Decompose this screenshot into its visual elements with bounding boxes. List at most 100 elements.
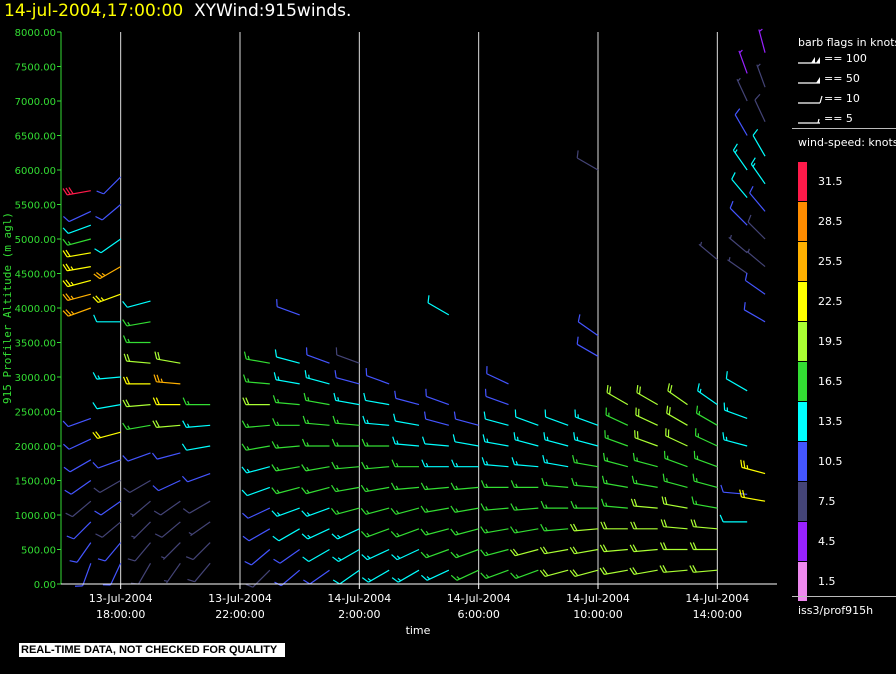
wind-barb	[390, 482, 420, 491]
wind-barb	[154, 351, 181, 364]
grid-layer	[120, 32, 718, 584]
wind-barb	[659, 565, 688, 573]
wind-barb	[692, 473, 718, 488]
wind-barb	[480, 526, 509, 534]
colorbar-swatch	[798, 202, 807, 241]
y-tick-label: 6500.00	[15, 132, 56, 143]
x-tick-layer: 13-Jul-2004 18:00:00 13-Jul-2004 22:00:00 14…	[89, 584, 749, 621]
y-tick-label: 4500.00	[15, 270, 56, 281]
wind-barb	[698, 241, 718, 261]
wind-barb	[303, 569, 330, 585]
flag-legend-row: == 10	[798, 92, 860, 105]
wind-barb	[450, 569, 479, 581]
wind-barb	[391, 569, 420, 583]
wind-barb	[92, 459, 121, 469]
wind-barb	[484, 388, 509, 406]
wind-barb	[420, 528, 449, 536]
wind-barb	[393, 413, 420, 426]
wind-barb	[122, 422, 151, 431]
wind-barb	[427, 295, 450, 316]
wind-barb	[361, 548, 390, 561]
wind-barb	[728, 234, 748, 254]
wind-barb	[544, 409, 569, 426]
wind-barb	[631, 475, 658, 488]
wind-barb	[425, 388, 450, 406]
wind-barb	[569, 569, 599, 577]
wind-barb	[450, 482, 479, 491]
wind-barb	[667, 383, 688, 406]
wind-barb	[514, 409, 539, 426]
x-tick-date: 14-Jul-2004	[447, 592, 511, 605]
wind-barb	[93, 314, 121, 323]
wind-barb	[661, 496, 688, 509]
wind-barb	[738, 49, 748, 74]
wind-barb	[663, 450, 688, 468]
wind-barb	[573, 432, 599, 447]
wind-barb	[63, 210, 92, 223]
wind-barb	[599, 567, 628, 575]
colorbar-label: 10.5	[818, 455, 843, 468]
wind-barb	[122, 319, 151, 327]
wind-barb	[95, 204, 122, 221]
wind-barb	[722, 432, 748, 447]
wind-barb	[694, 428, 718, 447]
wind-barb	[577, 314, 599, 337]
wind-barb	[62, 307, 92, 317]
colorbar-swatch	[798, 362, 807, 401]
wind-barb	[304, 370, 330, 385]
flag-legend-row: == 5	[798, 112, 853, 125]
wind-barb	[182, 420, 211, 428]
wind-barb	[163, 562, 181, 584]
wind-barb	[362, 415, 390, 426]
wind-barb	[127, 542, 151, 562]
wind-barb	[421, 569, 450, 581]
wind-barb	[660, 519, 688, 530]
wind-barb	[390, 528, 420, 538]
flag-symbol	[798, 118, 820, 124]
wind-barb	[421, 436, 449, 447]
wind-barb	[102, 563, 122, 586]
wind-barb	[605, 407, 629, 426]
y-tick-label: 6000.00	[15, 166, 56, 177]
flag-legend-label: == 5	[824, 112, 853, 125]
wind-barb	[272, 395, 300, 406]
wind-barb	[420, 482, 449, 491]
wind-barb	[303, 392, 330, 406]
wind-barb	[63, 459, 92, 473]
wind-barb	[361, 438, 390, 447]
wind-barb	[483, 411, 509, 426]
wind-barb	[747, 214, 766, 240]
wind-barb	[510, 569, 539, 579]
quality-disclaimer: REAL-TIME DATA, NOT CHECKED FOR QUALITY	[19, 643, 286, 657]
wind-barb	[569, 546, 599, 555]
wind-barb	[332, 569, 360, 585]
wind-barb	[333, 392, 360, 406]
wind-barb	[727, 257, 748, 274]
wind-barb	[271, 441, 300, 449]
wind-barb	[601, 475, 628, 488]
wind-barb	[273, 549, 301, 564]
x-tick-time: 22:00:00	[215, 608, 264, 621]
wind-barb	[571, 477, 599, 488]
colorbar-swatch	[798, 282, 807, 321]
wind-barb	[750, 157, 766, 185]
y-tick-label: 7500.00	[15, 63, 56, 74]
wind-barb	[92, 372, 121, 380]
wind-barb	[62, 417, 92, 428]
wind-barb	[96, 176, 122, 195]
wind-barb	[242, 528, 271, 542]
wind-barb	[152, 479, 181, 492]
wind-barb	[63, 438, 92, 450]
wind-barb	[122, 300, 151, 308]
flag-symbol	[798, 57, 820, 64]
wind-barb	[62, 279, 91, 288]
wind-barb	[151, 452, 181, 460]
wind-barb	[690, 519, 718, 530]
wind-barb	[154, 521, 181, 538]
title-time: 14-jul-2004,17:00:00	[4, 1, 184, 21]
wind-barb	[697, 383, 718, 406]
wind-barb	[274, 349, 300, 364]
wind-barb	[62, 249, 91, 258]
wind-barb	[242, 397, 270, 406]
wind-barb	[480, 503, 509, 511]
